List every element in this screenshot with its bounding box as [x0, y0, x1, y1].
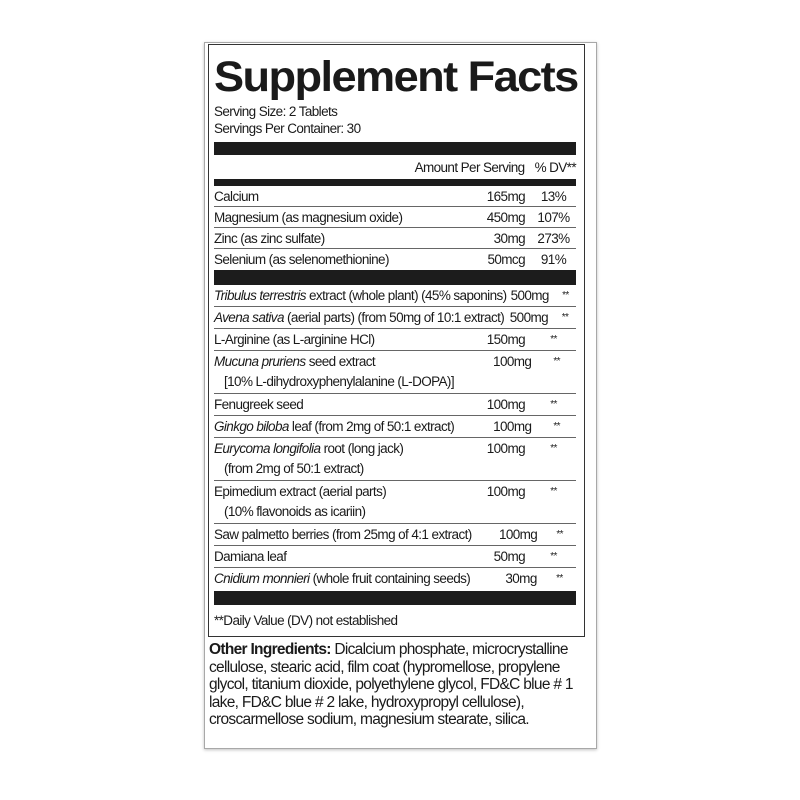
ingredient-name: L-Arginine (as L-arginine HCl) — [214, 329, 435, 350]
ingredient-dv: ** — [556, 573, 563, 584]
divider-bar — [214, 142, 576, 155]
ingredient-name: Eurycoma longifolia root (long jack) (fro… — [214, 439, 435, 480]
ingredient-amount: 100mg — [486, 441, 526, 456]
ingredient-name-rest: Fenugreek seed — [214, 397, 304, 412]
ingredient-amount: 500mg — [509, 310, 549, 325]
ingredient-amount: 100mg — [486, 484, 526, 499]
nutrient-amount: 30mg — [493, 231, 526, 246]
ingredient-amount: 100mg — [493, 419, 532, 434]
divider-bar — [214, 270, 576, 285]
amount-header: Amount Per Serving — [414, 159, 526, 175]
ingredient-name: Damiana leaf — [214, 546, 435, 567]
supplement-facts-card: Supplement Facts Serving Size: 2 Tablets… — [204, 42, 597, 749]
ingredient-name-italic: Mucuna pruriens — [214, 354, 306, 369]
ingredient-row: Ginkgo biloba leaf (from 2mg of 50:1 ext… — [214, 416, 576, 438]
nutrient-amount: 50mcg — [487, 252, 525, 267]
nutrient-row: Zinc (as zinc sulfate) 30mg 273% — [214, 228, 576, 249]
ingredient-detail: [10% L-dihydroxyphenylalanine (L-DOPA)] — [224, 374, 455, 389]
ingredient-amount: 100mg — [493, 354, 532, 369]
ingredient-name: Tribulus terrestris extract (whole plant… — [214, 285, 507, 306]
nutrient-dv: 91% — [540, 252, 567, 267]
nutrient-row: Calcium 165mg 13% — [214, 186, 576, 207]
ingredient-dv: ** — [550, 399, 557, 410]
ingredient-name-rest: Saw palmetto berries (from 25mg of 4:1 e… — [214, 527, 472, 542]
ingredient-dv: ** — [550, 486, 557, 497]
ingredient-name: Avena sativa (aerial parts) (from 50mg o… — [214, 307, 505, 328]
ingredient-amount: 100mg — [498, 527, 538, 542]
ingredient-dv: ** — [561, 312, 569, 323]
ingredient-name-italic: Cnidium monnieri — [214, 571, 310, 586]
other-ingredients-label: Other Ingredients: — [209, 641, 331, 658]
supplement-facts-panel: Supplement Facts Serving Size: 2 Tablets… — [208, 44, 585, 637]
nutrient-dv: 273% — [537, 231, 570, 246]
botanical-table: Tribulus terrestris extract (whole plant… — [214, 285, 576, 590]
footnote: **Daily Value (DV) not established — [214, 613, 398, 628]
ingredient-name-italic: Avena sativa — [214, 310, 284, 325]
ingredient-name-rest: leaf (from 2mg of 50:1 extract) — [288, 419, 455, 434]
ingredient-name: Cnidium monnieri (whole fruit containing… — [214, 568, 471, 590]
ingredient-row: Saw palmetto berries (from 25mg of 4:1 e… — [214, 524, 576, 546]
ingredient-name-rest: extract (whole plant) (45% saponins) — [305, 288, 507, 303]
ingredient-row: Damiana leaf 50mg ** — [214, 546, 576, 568]
ingredient-name-italic: Eurycoma longifolia — [214, 441, 321, 456]
nutrient-dv: 13% — [540, 189, 567, 204]
divider-bar — [214, 591, 576, 605]
other-ingredients: Other Ingredients: Dicalcium phosphate, … — [209, 641, 594, 729]
ingredient-dv: ** — [556, 529, 563, 540]
ingredient-amount: 50mg — [493, 549, 526, 564]
ingredient-dv: ** — [550, 334, 557, 345]
ingredient-name: Ginkgo biloba leaf (from 2mg of 50:1 ext… — [214, 416, 455, 437]
ingredient-name-rest: Damiana leaf — [214, 549, 287, 564]
ingredient-amount: 30mg — [505, 571, 537, 586]
ingredient-name-rest: seed extract — [305, 354, 376, 369]
nutrient-row: Selenium (as selenomethionine) 50mcg 91% — [214, 249, 576, 270]
dv-header: % DV** — [534, 159, 577, 175]
ingredient-name: Epimedium extract (aerial parts) (10% fla… — [214, 482, 435, 523]
ingredient-amount: 100mg — [486, 397, 526, 412]
ingredient-row: Fenugreek seed 100mg ** — [214, 394, 576, 416]
nutrient-name: Calcium — [214, 189, 259, 204]
ingredient-row: Cnidium monnieri (whole fruit containing… — [214, 568, 576, 590]
ingredient-name-italic: Ginkgo biloba — [214, 419, 289, 434]
nutrient-amount: 165mg — [486, 189, 526, 204]
column-header: Amount Per Serving % DV** — [214, 155, 577, 179]
serving-size: Serving Size: 2 Tablets — [214, 104, 338, 119]
nutrient-row: Magnesium (as magnesium oxide) 450mg 107% — [214, 207, 576, 228]
servings-per-container: Servings Per Container: 30 — [214, 121, 361, 136]
ingredient-row: Avena sativa (aerial parts) (from 50mg o… — [214, 307, 576, 329]
ingredient-name-rest: Epimedium extract (aerial parts) — [214, 484, 387, 499]
ingredient-detail: (10% flavonoids as icariin) — [224, 504, 366, 519]
nutrient-table: Calcium 165mg 13% Magnesium (as magnesium o… — [214, 186, 576, 270]
nutrient-name: Magnesium (as magnesium oxide) — [214, 210, 403, 225]
ingredient-name-rest: L-Arginine (as L-arginine HCl) — [214, 332, 375, 347]
nutrient-name: Zinc (as zinc sulfate) — [214, 231, 325, 246]
nutrient-amount: 450mg — [486, 210, 526, 225]
ingredient-name-rest: root (long jack) — [320, 441, 404, 456]
ingredient-name-rest: (whole fruit containing seeds) — [309, 571, 471, 586]
ingredient-dv: ** — [553, 356, 560, 367]
panel-title: Supplement Facts — [214, 53, 579, 101]
ingredient-name: Saw palmetto berries (from 25mg of 4:1 e… — [214, 524, 472, 545]
ingredient-dv: ** — [550, 443, 557, 454]
ingredient-row: Epimedium extract (aerial parts) (10% fla… — [214, 481, 576, 524]
ingredient-row: Tribulus terrestris extract (whole plant… — [214, 285, 576, 307]
ingredient-row: L-Arginine (as L-arginine HCl) 150mg ** — [214, 329, 576, 351]
ingredient-name-italic: Tribulus terrestris — [214, 288, 306, 303]
nutrient-name: Selenium (as selenomethionine) — [214, 252, 389, 267]
ingredient-name-rest: (aerial parts) (from 50mg of 10:1 extrac… — [283, 310, 505, 325]
ingredient-row: Mucuna pruriens seed extract [10% L-dihyd… — [214, 351, 576, 394]
ingredient-name: Mucuna pruriens seed extract [10% L-dihyd… — [214, 352, 455, 393]
other-ingredients-text: Dicalcium phosphate, microcrystalline ce… — [209, 641, 573, 728]
ingredient-detail: (from 2mg of 50:1 extract) — [224, 461, 364, 476]
ingredient-dv: ** — [562, 290, 569, 301]
ingredient-dv: ** — [553, 421, 560, 432]
ingredient-dv: ** — [550, 551, 557, 562]
ingredient-row: Eurycoma longifolia root (long jack) (fro… — [214, 438, 576, 481]
ingredient-amount: 500mg — [510, 288, 550, 303]
ingredient-name: Fenugreek seed — [214, 394, 435, 415]
nutrient-dv: 107% — [537, 210, 570, 225]
ingredient-amount: 150mg — [486, 332, 526, 347]
divider-bar — [214, 179, 576, 186]
